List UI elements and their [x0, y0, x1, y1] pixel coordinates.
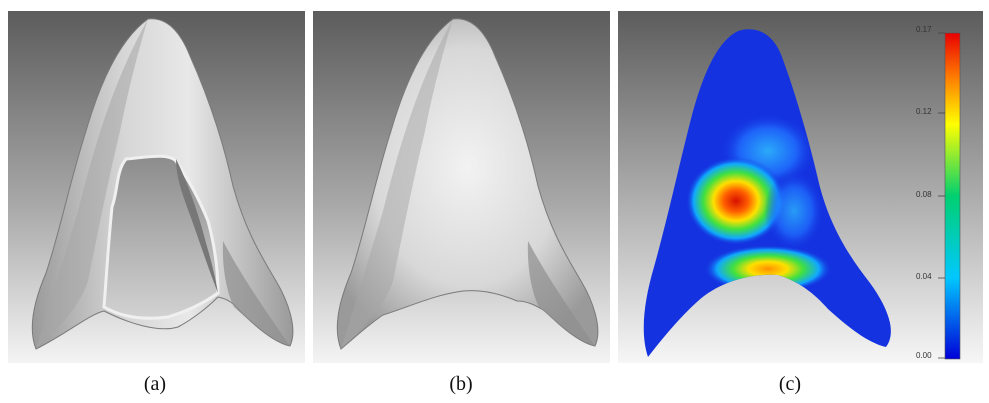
colorbar-tick-label: 0.04 [916, 272, 932, 281]
panel-c-hotspot-main [686, 157, 786, 245]
panel-c-render [618, 11, 983, 363]
colorbar-tick-label: 0.17 [916, 25, 932, 34]
colorbar-tick-label: 0.12 [916, 107, 932, 116]
caption-a: (a) [143, 373, 167, 395]
panel-b-render [313, 11, 610, 363]
panel-c-error-heatmap: 0.17 0.12 0.08 0.04 0.00 [618, 11, 983, 363]
panel-a-right-flap [222, 241, 290, 346]
panel-a-fold-shading [36, 19, 148, 349]
panel-c-faint-patch-right [764, 171, 824, 251]
caption-c: (c) [778, 373, 802, 395]
colorbar-ticks [938, 32, 945, 359]
panel-a-torn-flap [176, 159, 218, 293]
panel-a-surface-with-hole [8, 11, 305, 363]
colorbar-tick-label: 0.00 [916, 351, 932, 360]
panel-a-render [8, 11, 305, 363]
colorbar-tick-label: 0.08 [916, 190, 932, 199]
panel-b-repaired-surface [313, 11, 610, 363]
panel-b-fold-shading [341, 19, 453, 349]
colorbar-gradient [944, 32, 961, 360]
caption-b: (b) [449, 373, 473, 395]
panel-b-right-flap [527, 241, 595, 346]
